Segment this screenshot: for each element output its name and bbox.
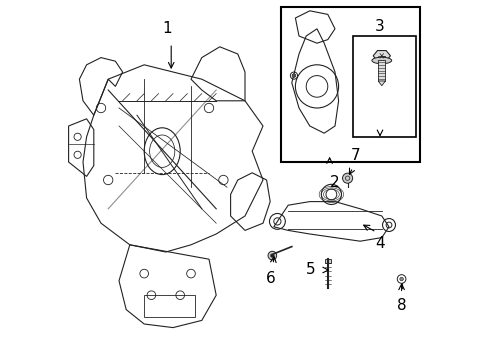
Text: 4: 4	[375, 236, 385, 251]
Text: 6: 6	[266, 271, 276, 286]
Text: 2: 2	[329, 175, 339, 190]
Bar	[325, 259, 331, 263]
Polygon shape	[378, 81, 386, 86]
Bar	[378, 60, 386, 81]
Text: 3: 3	[375, 19, 385, 34]
Circle shape	[343, 173, 353, 183]
Text: 7: 7	[351, 148, 361, 163]
Bar	[353, 36, 416, 137]
Bar	[281, 7, 419, 162]
Text: 8: 8	[397, 298, 406, 313]
Ellipse shape	[372, 57, 392, 64]
Circle shape	[270, 254, 274, 257]
Circle shape	[400, 277, 403, 281]
Text: 5: 5	[306, 262, 315, 278]
Circle shape	[292, 74, 296, 77]
Bar	[144, 295, 195, 317]
Circle shape	[268, 251, 277, 260]
Polygon shape	[373, 50, 391, 61]
Text: 1: 1	[163, 21, 172, 36]
